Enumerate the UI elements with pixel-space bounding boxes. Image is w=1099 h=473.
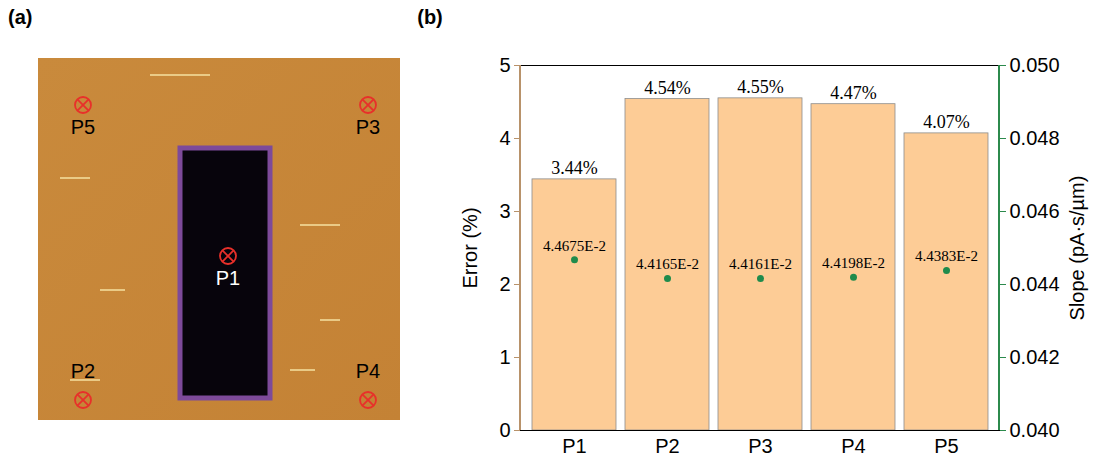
svg-text:4.4161E-2: 4.4161E-2 (729, 256, 792, 272)
svg-text:0: 0 (499, 419, 510, 441)
svg-text:4.07%: 4.07% (923, 112, 970, 132)
svg-text:Error (%): Error (%) (459, 207, 481, 288)
svg-text:0.040: 0.040 (1010, 419, 1060, 441)
svg-text:P4: P4 (356, 360, 380, 382)
svg-text:Slope (pA·s/µm): Slope (pA·s/µm) (1066, 176, 1088, 321)
svg-text:1: 1 (499, 346, 510, 368)
svg-text:2: 2 (499, 273, 510, 295)
svg-text:P5: P5 (71, 116, 95, 138)
svg-text:4.55%: 4.55% (737, 77, 784, 97)
svg-text:P3: P3 (356, 116, 380, 138)
svg-text:4.54%: 4.54% (644, 78, 691, 98)
svg-text:0.050: 0.050 (1010, 54, 1060, 76)
svg-text:(a): (a) (8, 6, 32, 28)
svg-text:0.048: 0.048 (1010, 127, 1060, 149)
svg-text:(b): (b) (417, 6, 443, 28)
svg-text:P4: P4 (841, 435, 865, 457)
svg-text:0.042: 0.042 (1010, 346, 1060, 368)
svg-text:P2: P2 (71, 360, 95, 382)
svg-text:0.046: 0.046 (1010, 200, 1060, 222)
svg-text:P2: P2 (655, 435, 679, 457)
svg-text:3: 3 (499, 200, 510, 222)
svg-text:P5: P5 (934, 435, 958, 457)
svg-text:3.44%: 3.44% (551, 158, 598, 178)
svg-text:4.4165E-2: 4.4165E-2 (636, 256, 699, 272)
svg-text:P1: P1 (216, 267, 240, 289)
svg-text:P3: P3 (748, 435, 772, 457)
svg-text:0.044: 0.044 (1010, 273, 1060, 295)
svg-text:4.4383E-2: 4.4383E-2 (915, 248, 978, 264)
svg-text:4: 4 (499, 127, 510, 149)
svg-text:4.4675E-2: 4.4675E-2 (543, 238, 606, 254)
svg-text:4.4198E-2: 4.4198E-2 (822, 255, 885, 271)
svg-text:P1: P1 (562, 435, 586, 457)
svg-text:4.47%: 4.47% (830, 83, 877, 103)
svg-text:5: 5 (499, 54, 510, 76)
